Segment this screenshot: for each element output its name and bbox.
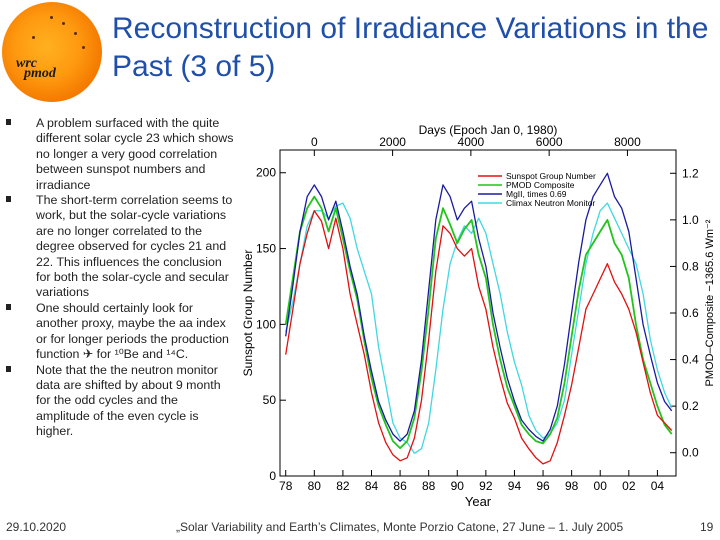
x-axis-tick-label: 96 — [536, 479, 550, 493]
bullet-item: Note that the the neutron monitor data a… — [4, 363, 234, 440]
bullet-list: A problem surfaced with the quite differ… — [4, 116, 234, 440]
y-right-tick-label: 0.6 — [682, 306, 699, 320]
logo-text-pmod: pmod — [24, 66, 56, 81]
x-axis-tick-label: 04 — [651, 479, 665, 493]
bullet-text: One should certainly look for another pr… — [36, 300, 229, 362]
y-left-axis-label: Sunspot Group Number — [241, 250, 255, 377]
y-right-tick-label: 1.2 — [682, 166, 699, 180]
sunspot-mark — [62, 22, 65, 25]
footer-date: 29.10.2020 — [6, 520, 67, 534]
y-left-tick-label: 50 — [263, 393, 277, 407]
legend-label: PMOD Composite — [506, 180, 575, 190]
x-axis-tick-label: 78 — [279, 479, 293, 493]
logo-text-wrc: wrc — [16, 56, 37, 71]
sunspot-mark — [74, 32, 77, 35]
y-left-tick-label: 150 — [256, 242, 276, 256]
y-left-tick-label: 200 — [256, 166, 276, 180]
x-axis-tick-label: 94 — [508, 479, 522, 493]
y-right-tick-label: 0.4 — [682, 353, 699, 367]
top-axis-label: Days (Epoch Jan 0, 1980) — [419, 123, 558, 137]
series-line-sunspot-group-number — [285, 210, 673, 465]
y-right-axis-label: PMOD–Composite −1365.6 Wm⁻² — [704, 219, 716, 386]
sunspot-mark — [50, 16, 53, 19]
bullet-text: Note that the the neutron monitor data a… — [36, 362, 221, 439]
irradiance-chart: 0 2000 4000 6000 8000 Days (Epoch Jan 0, 1980… — [240, 120, 720, 510]
y-right-tick-label: 0.0 — [682, 446, 699, 460]
x-axis-label: Year — [465, 494, 492, 509]
series-line-pmod-composite — [284, 195, 673, 450]
sunspot-mark — [82, 46, 85, 49]
bullet-marker-icon — [6, 196, 11, 203]
top-axis-tick-label: 2000 — [379, 135, 406, 149]
top-axis-tick-label: 0 — [311, 135, 318, 149]
x-axis-tick-label: 00 — [594, 479, 608, 493]
page-number: 19 — [700, 520, 714, 534]
x-axis-tick-label: 80 — [308, 479, 322, 493]
y-right-tick-label: 0.2 — [682, 399, 699, 413]
legend-label: Sunspot Group Number — [506, 171, 596, 181]
bullet-item: A problem surfaced with the quite differ… — [4, 116, 234, 193]
bullet-marker-icon — [6, 119, 11, 125]
bullet-text: A problem surfaced with the quite differ… — [36, 116, 234, 192]
sunspot-mark — [32, 36, 35, 39]
bullet-marker-icon — [6, 303, 11, 310]
x-axis-tick-label: 86 — [393, 479, 407, 493]
bullet-item: The short-term correlation seems to work… — [4, 193, 234, 301]
x-axis-tick-label: 02 — [622, 479, 636, 493]
x-axis-tick-label: 88 — [422, 479, 436, 493]
x-axis-tick-label: 98 — [565, 479, 579, 493]
series-line-climax-neutron-monitor — [285, 202, 673, 454]
x-axis-tick-label: 82 — [336, 479, 350, 493]
x-axis-tick-label: 92 — [479, 479, 493, 493]
y-left-tick-label: 0 — [269, 469, 276, 483]
series-line-mgii-times-0-69 — [285, 172, 673, 442]
top-axis-tick-label: 4000 — [458, 135, 485, 149]
y-right-tick-label: 1.0 — [682, 213, 699, 227]
bullet-marker-icon — [6, 365, 11, 372]
slide-title: Reconstruction of Irradiance Variations … — [112, 12, 709, 83]
y-right-tick-label: 0.8 — [682, 259, 699, 273]
legend-label: Climax Neutron Monitor — [506, 198, 595, 208]
x-axis-tick-label: 90 — [451, 479, 465, 493]
top-axis-tick-label: 8000 — [614, 135, 641, 149]
legend-label: MgII, times 0.69 — [506, 189, 567, 199]
y-left-tick-label: 100 — [256, 317, 276, 331]
x-axis-tick-label: 84 — [365, 479, 379, 493]
footer-conference: „Solar Variability and Earth’s Climates,… — [176, 520, 624, 534]
pmod-wrc-logo: wrc pmod — [2, 2, 102, 102]
bullet-item: One should certainly look for another pr… — [4, 301, 234, 363]
top-axis-tick-label: 6000 — [536, 135, 563, 149]
bullet-text: The short-term correlation seems to work… — [36, 193, 233, 300]
